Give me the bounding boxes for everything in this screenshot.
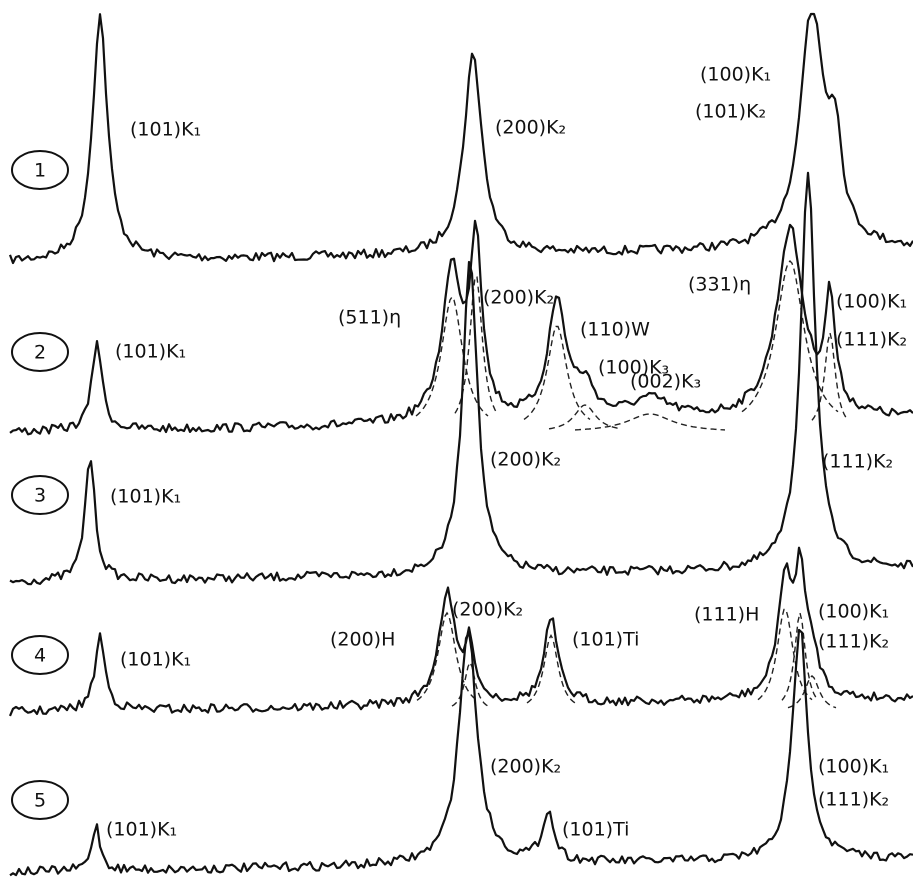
peak-label: (101)K₁	[120, 649, 191, 671]
peak-label: (100)K₁	[836, 291, 907, 313]
deconvolution-curve	[574, 413, 726, 431]
deconvolution-curve	[526, 633, 576, 704]
pattern-number: 2	[34, 342, 46, 364]
deconvolution-curve	[781, 612, 819, 701]
pattern-number: 3	[34, 485, 46, 507]
pattern-circle	[11, 332, 69, 372]
peak-label: (200)K₂	[490, 449, 561, 471]
deconvolution-curve	[523, 325, 591, 420]
peak-label: (100)K₁	[818, 756, 889, 778]
diffraction-curve	[9, 219, 913, 436]
peak-label: (002)K₃	[630, 371, 701, 393]
diffraction-curve	[8, 12, 913, 265]
peak-label: (110)W	[580, 319, 650, 341]
pattern-circle	[11, 475, 69, 515]
peak-label: (101)K₁	[110, 486, 181, 508]
peak-label: (111)K₂	[818, 631, 889, 653]
peak-label: (101)Ti	[572, 629, 639, 651]
peak-label: (101)Ti	[562, 819, 629, 841]
peak-label: (101)K₁	[130, 119, 201, 141]
deconvolution-curve	[548, 404, 622, 430]
deconvolution-curve	[757, 608, 813, 701]
peak-label: (111)K₂	[822, 451, 893, 473]
peak-label: (101)K₁	[115, 341, 186, 363]
deconvolution-curve	[787, 675, 837, 709]
pattern-circle	[11, 635, 69, 675]
pattern-circle	[11, 780, 69, 820]
peak-label: (111)H	[694, 604, 759, 626]
diffraction-curve	[9, 628, 913, 877]
peak-label: (200)K₂	[452, 599, 523, 621]
peak-label: (200)H	[330, 629, 395, 651]
pattern-circle	[11, 150, 69, 190]
peak-label: (200)K₂	[483, 287, 554, 309]
diffraction-curve	[9, 171, 913, 586]
peak-label: (511)η	[338, 307, 401, 329]
pattern-number: 1	[34, 160, 46, 182]
peak-label: (200)K₂	[490, 756, 561, 778]
peak-label: (111)K₂	[818, 789, 889, 811]
deconvolution-curve	[416, 611, 478, 701]
peak-label: (100)K₁	[700, 64, 771, 86]
pattern-number: 5	[34, 790, 46, 812]
diffraction-curve	[8, 546, 913, 717]
deconvolution-curve	[811, 332, 849, 421]
peak-label: (111)K₂	[836, 329, 907, 351]
pattern-number: 4	[34, 645, 46, 667]
peak-label: (101)K₂	[695, 101, 766, 123]
deconvolution-curve	[415, 295, 489, 417]
deconvolution-curve	[741, 259, 839, 413]
peak-label: (100)K₃	[598, 357, 669, 379]
peak-label: (101)K₁	[106, 819, 177, 841]
peak-label: (200)K₂	[495, 117, 566, 139]
peak-label: (100)K₁	[818, 601, 889, 623]
peak-label: (331)η	[688, 274, 751, 296]
